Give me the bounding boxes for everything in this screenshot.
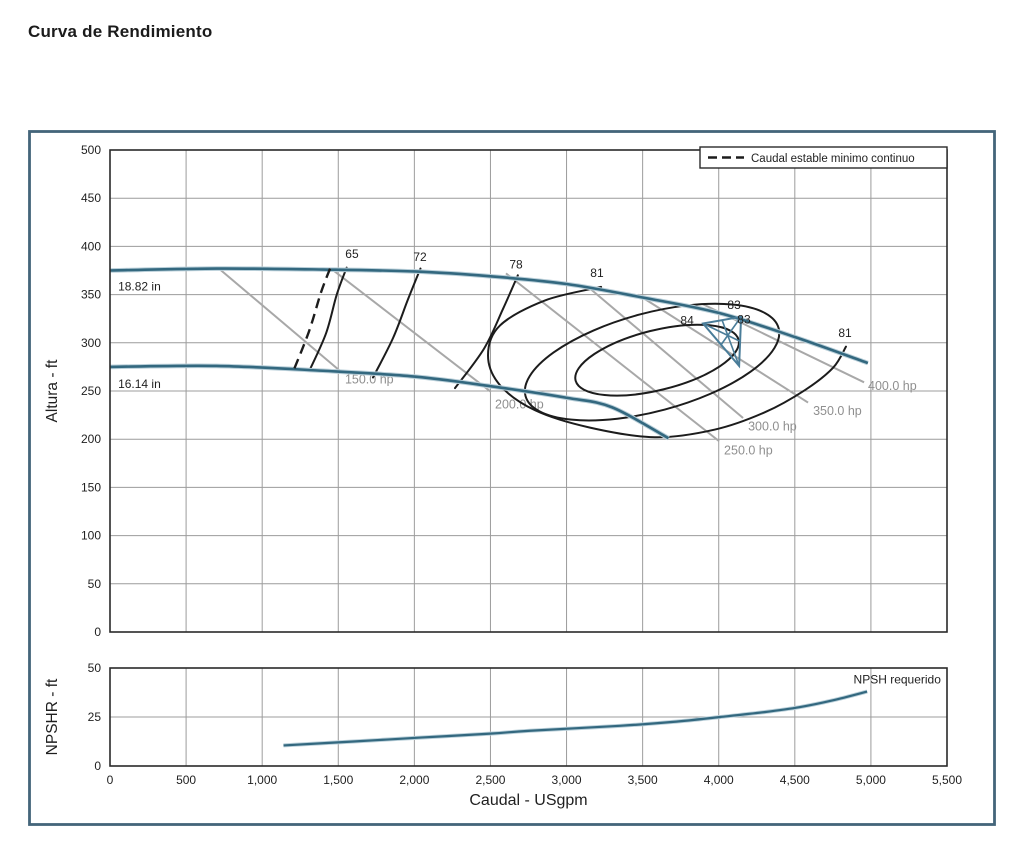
x-axis-title: Caudal - USgpm (469, 792, 587, 809)
efficiency-label: 65 (345, 247, 359, 261)
page-title: Curva de Rendimiento (28, 22, 213, 41)
main-y-tick-label: 0 (94, 625, 101, 639)
impeller-curve (109, 364, 670, 440)
efficiency-label: 72 (413, 250, 427, 264)
efficiency-label: 84 (680, 313, 694, 327)
npsh-y-tick-label: 25 (88, 710, 102, 724)
main-y-tick-label: 250 (81, 384, 101, 398)
x-tick-label: 500 (176, 773, 196, 787)
main-y-tick-label: 300 (81, 336, 101, 350)
main-plot-border (109, 149, 948, 633)
x-tick-label: 0 (107, 773, 114, 787)
power-line (587, 286, 744, 419)
main-y-tick-label: 150 (81, 480, 101, 494)
main-y-tick-label: 450 (81, 191, 101, 205)
main-y-axis-title: Altura - ft (44, 359, 61, 423)
npsh-series-label: NPSH requerido (854, 673, 942, 687)
power-line-label: 400.0 hp (868, 379, 917, 393)
main-y-tick-label: 200 (81, 432, 101, 446)
min-stable-flow-line (291, 268, 332, 373)
npsh-curve (283, 690, 868, 747)
power-line (637, 293, 809, 404)
efficiency-label: 78 (509, 258, 523, 272)
main-y-tick-label: 500 (81, 143, 101, 157)
efficiency-curve-81 (487, 285, 847, 439)
impeller-diameter-label: 18.82 in (118, 280, 161, 294)
legend-box (699, 146, 948, 169)
efficiency-ellipse-83 (523, 302, 781, 422)
npsh-y-axis-title: NPSHR - ft (44, 678, 61, 755)
efficiency-label: 83 (737, 313, 751, 327)
npsh-curve-halo (283, 689, 868, 748)
x-tick-label: 1,000 (247, 773, 277, 787)
efficiency-curve-65 (308, 266, 348, 372)
x-tick-label: 4,500 (780, 773, 810, 787)
npsh-plot-border (109, 667, 948, 767)
x-tick-label: 3,000 (552, 773, 582, 787)
power-line-label: 300.0 hp (748, 420, 797, 434)
efficiency-label: 83 (727, 298, 741, 312)
duty-point-marker-brace (721, 319, 740, 367)
power-line (219, 268, 342, 373)
npsh-y-tick-label: 50 (88, 661, 102, 675)
duty-point-marker-brace (720, 316, 742, 346)
power-line-label: 250.0 hp (724, 444, 773, 458)
main-y-tick-label: 50 (88, 577, 102, 591)
efficiency-curve-72 (371, 267, 422, 379)
x-tick-label: 3,500 (628, 773, 658, 787)
main-y-tick-label: 400 (81, 239, 101, 253)
power-line (505, 272, 720, 442)
npsh-y-tick-label: 0 (94, 759, 101, 773)
x-tick-label: 2,500 (475, 773, 505, 787)
power-line-label: 350.0 hp (813, 404, 862, 418)
impeller-curve (109, 267, 869, 365)
x-tick-label: 5,000 (856, 773, 886, 787)
duty-point-marker-brace (702, 322, 741, 343)
efficiency-label: 81 (590, 266, 604, 280)
x-tick-label: 1,500 (323, 773, 353, 787)
figure-frame (28, 130, 996, 826)
x-tick-label: 4,000 (704, 773, 734, 787)
efficiency-curve-78 (453, 274, 519, 390)
x-tick-label: 5,500 (932, 773, 962, 787)
legend-label: Caudal estable minimo continuo (751, 153, 915, 165)
efficiency-label: 81 (838, 326, 852, 340)
main-y-tick-label: 100 (81, 529, 101, 543)
main-y-tick-label: 350 (81, 288, 101, 302)
impeller-diameter-label: 16.14 in (118, 377, 161, 391)
x-tick-label: 2,000 (399, 773, 429, 787)
power-line (330, 267, 492, 393)
